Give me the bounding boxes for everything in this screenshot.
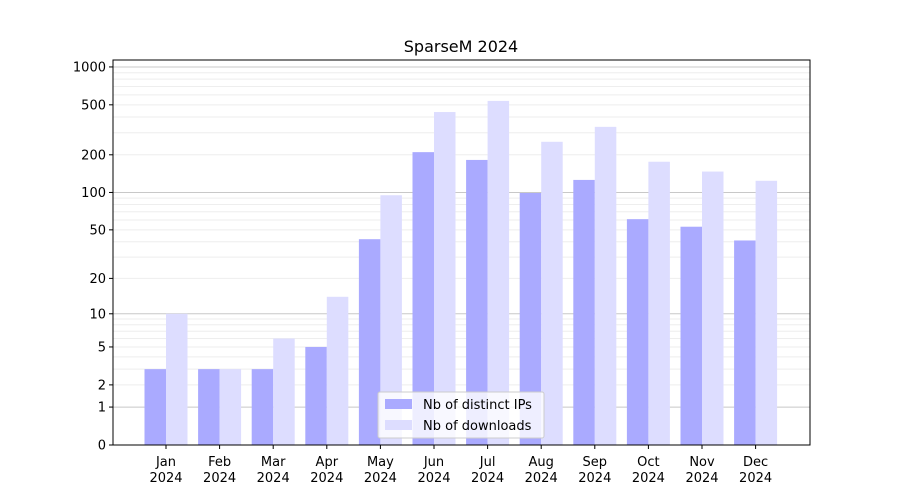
bar-downloads — [434, 112, 456, 445]
y-tick-label: 20 — [89, 272, 106, 287]
x-tick-label: Mar 2024 — [257, 455, 290, 486]
bar-downloads — [326, 296, 349, 445]
bar-distinct-ips — [251, 369, 274, 445]
bar-distinct-ips — [734, 240, 756, 445]
bar-distinct-ips — [519, 193, 542, 445]
legend-label-ips: Nb of distinct IPs — [423, 398, 532, 413]
bar-downloads — [755, 180, 778, 445]
bars — [144, 100, 778, 446]
x-tick-label: Aug 2024 — [525, 455, 558, 486]
bar-distinct-ips — [198, 369, 220, 445]
x-tick-label: Jan 2024 — [149, 455, 182, 486]
bar-distinct-ips — [466, 159, 488, 446]
bar-downloads — [541, 141, 563, 445]
bar-distinct-ips — [680, 226, 702, 445]
bar-distinct-ips — [144, 369, 166, 445]
bar-downloads — [219, 369, 242, 445]
bar-downloads — [487, 100, 510, 445]
x-tick-label: Dec 2024 — [739, 455, 772, 486]
bar-distinct-ips — [626, 219, 649, 445]
legend-label-downloads: Nb of downloads — [423, 419, 532, 434]
plot-frame — [112, 59, 811, 446]
x-tick-label: Jun 2024 — [417, 455, 450, 486]
x-tick-label: Sep 2024 — [578, 455, 611, 486]
bar-downloads — [166, 313, 188, 445]
x-tick-label: Feb 2024 — [203, 455, 236, 486]
y-tick-label: 50 — [89, 223, 106, 238]
y-tick-label: 200 — [81, 148, 106, 163]
bar-distinct-ips — [573, 179, 595, 446]
y-tick-label: 100 — [81, 186, 106, 201]
x-tick-label: May 2024 — [364, 455, 397, 486]
legend: Nb of distinct IPs Nb of downloads — [377, 391, 545, 439]
bar-downloads — [273, 338, 295, 445]
y-tick-label: 0 — [98, 439, 106, 454]
y-tick-label: 500 — [81, 98, 106, 113]
y-tick-label: 10 — [89, 307, 106, 322]
y-tick-label: 1000 — [73, 60, 106, 75]
chart-title: SparseM 2024 — [404, 37, 518, 56]
bar-downloads — [648, 161, 670, 445]
x-tick-label: Oct 2024 — [632, 455, 665, 486]
y-tick-label: 5 — [98, 340, 106, 355]
bar-distinct-ips — [305, 346, 327, 445]
bar-downloads — [702, 171, 724, 445]
x-tick-label: Jul 2024 — [471, 455, 504, 486]
legend-swatch-downloads — [385, 420, 412, 430]
y-axis: 0 1 2 5 10 20 50 100 200 500 1000 — [73, 60, 113, 454]
bar-downloads — [594, 126, 617, 445]
legend-swatch-ips — [385, 399, 412, 409]
bar-distinct-ips — [412, 152, 434, 445]
x-tick-label: Nov 2024 — [685, 455, 718, 486]
x-axis: Jan 2024 Feb 2024 Mar 2024 Apr 2024 May 2024 Jun 20… — [149, 445, 772, 486]
x-tick-label: Apr 2024 — [310, 455, 343, 486]
y-tick-label: 1 — [98, 401, 106, 416]
bar-distinct-ips — [358, 239, 381, 445]
y-tick-label: 2 — [98, 378, 106, 393]
bar-downloads — [380, 195, 402, 445]
